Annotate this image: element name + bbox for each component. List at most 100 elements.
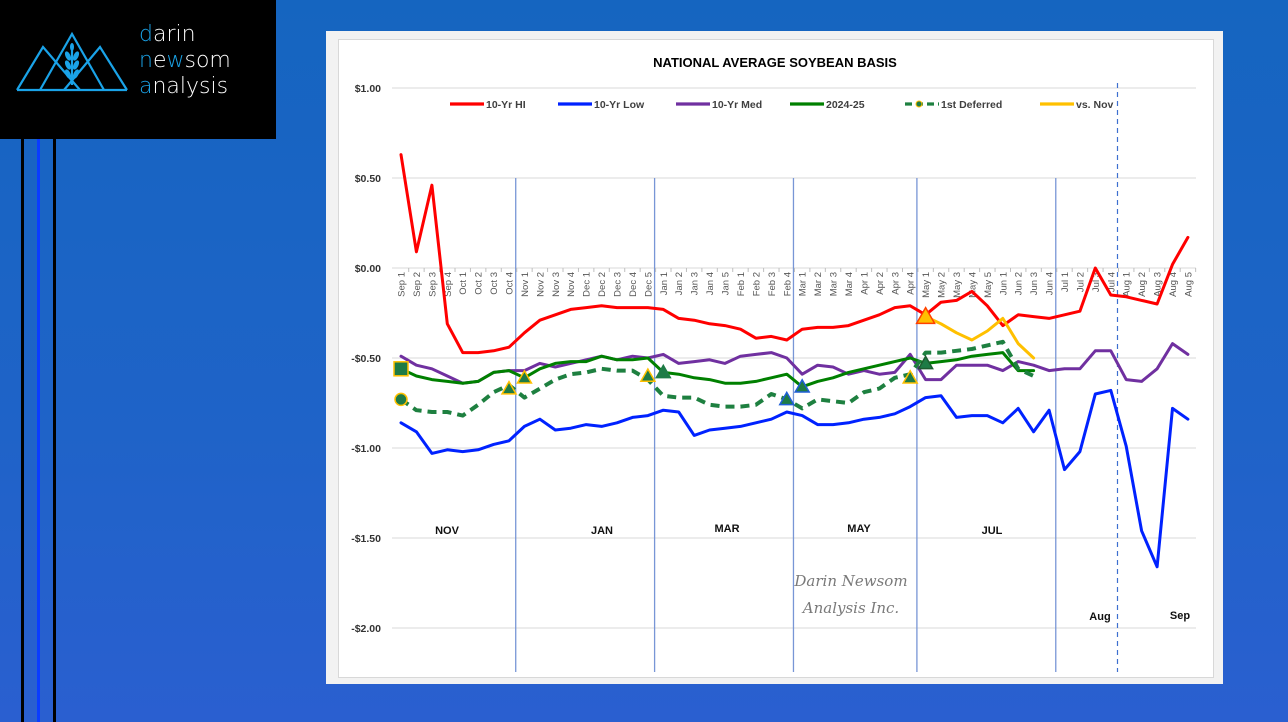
x-tick-label: May 4 — [967, 272, 978, 298]
x-tick-label: Sep 1 — [397, 272, 408, 297]
brand-letter: w — [166, 48, 185, 73]
x-tick-label: Sep 4 — [443, 272, 454, 297]
month-label: JUL — [982, 525, 1003, 537]
triangle-marker — [778, 390, 796, 406]
x-tick-label: Jun 3 — [1029, 272, 1040, 295]
x-tick-label: Jan 5 — [721, 272, 732, 295]
x-tick-label: Feb 1 — [736, 272, 747, 296]
x-tick-label: Dec 3 — [613, 272, 624, 297]
brand-word-darin: arin — [152, 22, 196, 47]
x-tick-label: Jun 2 — [1014, 272, 1025, 295]
x-tick-label: Jul 3 — [1091, 272, 1102, 292]
triangle-marker — [639, 367, 657, 382]
month-label: Sep — [1170, 610, 1190, 622]
x-tick-label: Feb 2 — [751, 272, 762, 296]
legend-label: 10-Yr HI — [486, 99, 526, 111]
decor-bar — [53, 139, 56, 722]
x-tick-label: Dec 1 — [582, 272, 593, 297]
x-tick-label: Sep 3 — [427, 272, 438, 297]
series-line-1st-deferred — [399, 339, 1035, 418]
x-tick-label: Aug 4 — [1168, 272, 1179, 297]
x-tick-label: Dec 2 — [597, 272, 608, 297]
brand-word-newsom: som — [184, 48, 231, 73]
x-tick-label: Apr 2 — [875, 272, 886, 295]
brand-word-analysis: nalysis — [152, 74, 229, 99]
month-label: MAR — [714, 523, 739, 535]
x-tick-label: May 5 — [983, 272, 994, 298]
x-tick-label: Oct 1 — [458, 272, 469, 295]
decor-bar — [21, 139, 24, 722]
legend-label: 10-Yr Med — [712, 99, 762, 111]
brand-name: darin newsom analysis — [139, 22, 231, 100]
x-tick-label: Nov 1 — [520, 272, 531, 297]
x-tick-label: Mar 1 — [798, 272, 809, 296]
series — [399, 153, 1190, 569]
y-axis: $1.00 $0.50 $0.00 -$0.50 -$1.00 -$1.50 -$2.00 — [351, 83, 381, 635]
x-tick-label: May 1 — [921, 272, 932, 298]
y-tick-label: -$1.50 — [351, 533, 381, 545]
triangle-marker — [793, 378, 811, 393]
y-tick-label: -$2.00 — [351, 623, 381, 635]
x-tick-label: Jan 4 — [705, 272, 716, 295]
y-tick-label: $0.00 — [355, 263, 381, 275]
series-line-vs-nov — [924, 315, 1036, 360]
triangle-marker — [915, 306, 936, 325]
mountain-wheat-icon — [16, 31, 128, 92]
circle-marker — [394, 392, 408, 407]
x-tick-label: Dec 4 — [628, 272, 639, 297]
month-label: NOV — [435, 525, 460, 537]
x-tick-label: May 3 — [952, 272, 963, 298]
brand-letter: a — [139, 74, 153, 99]
watermark-text: Darin Newsom — [793, 572, 907, 590]
legend: 10-Yr HI 10-Yr Low 10-Yr Med 2024-25 1st Def… — [450, 99, 1114, 111]
x-tick-label: Feb 4 — [782, 272, 793, 296]
brand-letter: n — [139, 48, 153, 73]
triangle-marker — [500, 380, 518, 395]
y-tick-label: $0.50 — [355, 173, 381, 185]
x-tick-label: Jul 1 — [1060, 272, 1071, 292]
x-tick-label: Nov 2 — [535, 272, 546, 297]
triangle-marker — [655, 363, 672, 379]
y-tick-label: -$1.00 — [351, 443, 381, 455]
x-tick-label: Aug 3 — [1153, 272, 1164, 297]
x-tick-label: Jul 4 — [1106, 272, 1117, 292]
brand-logo: darin newsom analysis — [0, 0, 276, 139]
legend-marker — [915, 100, 923, 108]
decor-bar — [37, 139, 40, 722]
x-tick-label: Apr 1 — [859, 272, 870, 295]
x-tick-label: Dec 5 — [643, 272, 654, 297]
brand-letter: d — [139, 22, 153, 47]
x-tick-label: Oct 4 — [505, 272, 516, 295]
month-dividers — [515, 83, 1119, 672]
markers — [393, 306, 936, 407]
x-axis: Sep 1 Sep 2 Sep 3 Sep 4 Oct 1 Oct 2 Oct 3 Oct 4… — [397, 268, 1197, 298]
x-tick-label: Jan 1 — [659, 272, 670, 295]
x-tick-label: Aug 1 — [1122, 272, 1133, 297]
x-tick-label: Jul 2 — [1075, 272, 1086, 292]
x-tick-label: Jun 1 — [998, 272, 1009, 295]
legend-label: vs. Nov — [1076, 99, 1114, 111]
triangle-marker — [516, 369, 533, 384]
x-tick-label: Mar 4 — [844, 272, 855, 296]
series-line-10-yr-low — [399, 388, 1190, 569]
month-labels: NOV JAN MAR MAY JUL Aug Sep — [435, 523, 1190, 623]
legend-label: 10-Yr Low — [594, 99, 645, 111]
legend-label: 1st Deferred — [941, 99, 1002, 111]
triangle-marker — [917, 354, 934, 370]
chart-title: NATIONAL AVERAGE SOYBEAN BASIS — [653, 55, 897, 70]
x-tick-label: Mar 3 — [829, 272, 840, 296]
x-tick-label: Aug 2 — [1137, 272, 1148, 297]
brand-letter: e — [152, 48, 167, 73]
month-label: JAN — [591, 525, 613, 537]
square-marker — [393, 361, 409, 377]
watermark: Darin Newsom Analysis Inc. — [793, 572, 907, 617]
x-tick-label: Jan 3 — [690, 272, 701, 295]
x-tick-label: Nov 4 — [566, 272, 577, 297]
legend-label: 2024-25 — [826, 99, 865, 111]
x-tick-label: Aug 5 — [1183, 272, 1194, 297]
y-tick-label: -$0.50 — [351, 353, 381, 365]
x-tick-label: Feb 3 — [767, 272, 778, 296]
series-line-10-yr-hi — [399, 153, 1190, 355]
watermark-text: Analysis Inc. — [801, 599, 899, 617]
